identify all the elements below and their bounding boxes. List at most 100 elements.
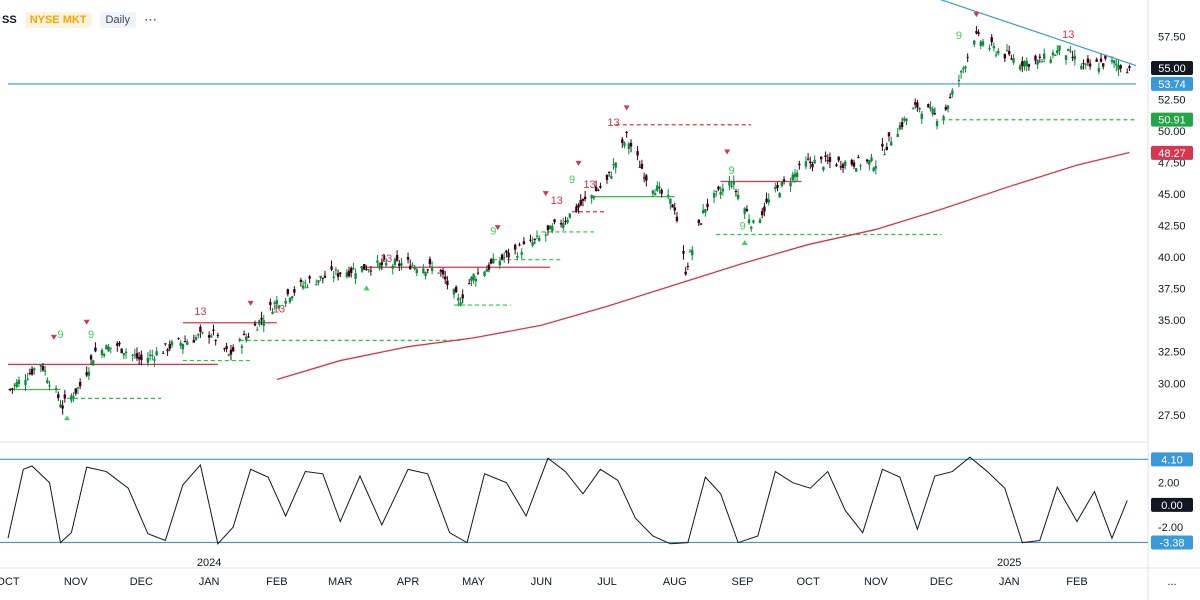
candle-body — [177, 338, 180, 340]
candle-body — [59, 404, 62, 408]
candle-body — [470, 277, 473, 281]
candle-body — [658, 186, 661, 189]
candle-body — [301, 285, 305, 289]
price-tick-label: 47.50 — [1158, 158, 1186, 170]
candle-body — [489, 259, 493, 264]
candle-body — [85, 372, 88, 376]
candle-body — [137, 356, 141, 360]
candle-body — [247, 336, 250, 338]
candle-body — [513, 244, 517, 250]
candle-body — [1104, 55, 1107, 59]
candle-body — [990, 37, 993, 43]
price-tag-label: 55.00 — [1158, 63, 1186, 75]
sell-marker-icon — [494, 225, 501, 231]
candle-body — [538, 237, 541, 241]
candle-body — [194, 337, 198, 340]
candle-body — [323, 275, 327, 278]
candle-body — [859, 165, 862, 167]
setup-count-label: 9 — [569, 174, 575, 186]
candle-body — [253, 323, 257, 326]
candle-body — [870, 157, 873, 162]
candle-body — [210, 335, 213, 338]
candle-body — [719, 191, 722, 195]
candle-body — [164, 343, 167, 345]
candle-body — [430, 266, 434, 271]
ellipsis-icon[interactable]: ⋯ — [143, 12, 158, 27]
candle-body — [857, 156, 860, 158]
candle-body — [354, 273, 357, 279]
candle-body — [192, 340, 196, 343]
candle-body — [745, 208, 749, 212]
candle-body — [33, 368, 36, 371]
candle-body — [579, 199, 582, 206]
candle-body — [638, 166, 641, 168]
candle-body — [1069, 50, 1072, 52]
price-tick-label: 52.50 — [1158, 95, 1186, 107]
candle-body — [669, 198, 672, 204]
candle-body — [212, 329, 215, 331]
candle-body — [629, 142, 633, 147]
time-axis-menu-icon[interactable]: ... — [1167, 576, 1176, 588]
setup-count-label: 13 — [380, 253, 392, 265]
candle-body — [1086, 58, 1090, 63]
candle-body — [461, 294, 464, 299]
setup-count-label: 9 — [729, 165, 735, 177]
candle-body — [551, 225, 554, 232]
candle-body — [468, 283, 471, 285]
setup-count-label: 9 — [57, 329, 63, 341]
candle-body — [140, 354, 143, 361]
candle-body — [988, 48, 991, 50]
candle-body — [575, 206, 578, 212]
candle-body — [391, 265, 394, 269]
candle-body — [61, 405, 64, 409]
candle-body — [105, 345, 108, 350]
candle-body — [546, 225, 550, 231]
candle-body — [116, 343, 119, 346]
candle-body — [426, 269, 429, 271]
candle-body — [15, 382, 18, 387]
interval-badge[interactable]: Daily — [99, 12, 136, 28]
setup-count-label: 13 — [273, 304, 285, 316]
candle-body — [837, 156, 840, 161]
candle-body — [927, 104, 930, 108]
candle-body — [336, 273, 340, 277]
axes: 57.50 52.50 50.00 47.50 45.00 42.50 40.00 37.50… — [0, 32, 1186, 588]
candle-body — [107, 346, 110, 352]
candle-body — [100, 349, 104, 355]
oscillator-line — [7, 456, 1128, 545]
setup-count-label: 13 — [1062, 29, 1074, 41]
candle-body — [809, 161, 812, 164]
candle-body — [642, 177, 646, 179]
candle-body — [459, 302, 462, 306]
candle-body — [535, 235, 539, 237]
price-tick-label: 27.50 — [1158, 410, 1186, 422]
candle-body — [225, 346, 228, 349]
candle-body — [1097, 68, 1101, 72]
candle-body — [1071, 56, 1074, 58]
candle-body — [793, 173, 797, 178]
candle-body — [155, 351, 158, 356]
candle-body — [109, 347, 112, 349]
candle-body — [911, 108, 915, 110]
price-tags: 55.00 53.74 50.91 48.27 4.10 0.00 -3.38 — [1151, 61, 1193, 550]
trendline[interactable] — [938, 0, 1137, 67]
candle-body — [321, 277, 324, 279]
symbol-label[interactable]: SS — [2, 14, 17, 26]
candle-body — [948, 96, 952, 98]
candle-body — [518, 244, 521, 246]
candle-body — [682, 250, 685, 254]
sell-marker-icon — [724, 149, 731, 155]
candle-body — [26, 378, 29, 380]
candle-body — [87, 371, 91, 376]
candle-body — [920, 113, 923, 120]
month-label: FEB — [266, 576, 287, 588]
candle-body — [933, 113, 937, 115]
candle-body — [444, 276, 447, 280]
candle-body — [452, 288, 456, 295]
price-tag-label: 0.00 — [1161, 500, 1182, 512]
price-tag-label: 50.91 — [1158, 115, 1186, 127]
candlesticks — [8, 26, 1131, 415]
trendline-line — [939, 0, 1137, 67]
candle-body — [441, 270, 445, 275]
